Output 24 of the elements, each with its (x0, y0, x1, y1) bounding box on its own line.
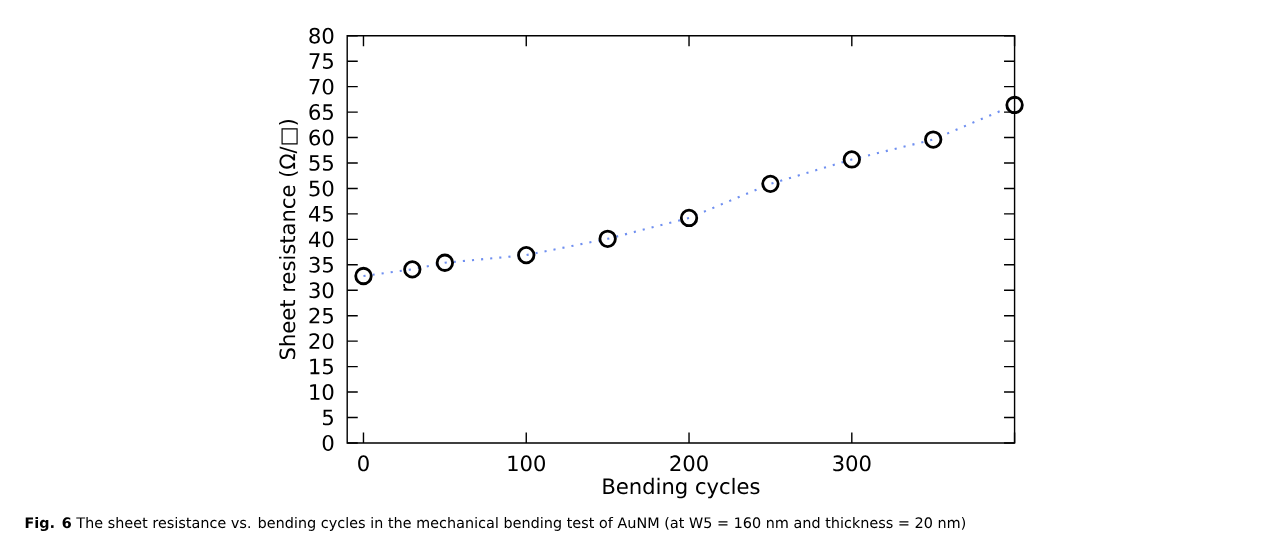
y-tick-label: 55 (309, 155, 333, 171)
y-tick-label: 0 (322, 434, 334, 451)
text: Fig. 6 The sheet resistance vs. bending cycles in the mechanical bending test of AuNM (at W5 = 160 nm and thickness = 20 nm) (25, 517, 966, 532)
y-tick-label: 25 (309, 307, 333, 324)
y-tick-label: 80 (309, 27, 334, 44)
y-tick-label: 75 (309, 53, 333, 69)
x-tick-label: 0 (358, 455, 369, 472)
y-tick-label: 5 (323, 409, 333, 426)
y-tick-label: 10 (310, 384, 334, 400)
y-tick-label: 60 (309, 129, 334, 146)
y-tick-label: 65 (309, 104, 333, 121)
y-tick-label: 40 (308, 231, 334, 248)
y-tick-label: 30 (309, 282, 334, 299)
x-axis-title: Bending cycles (603, 477, 760, 499)
y-tick-label: 35 (309, 256, 333, 273)
y-tick-label: 70 (309, 78, 334, 95)
y-axis-title: Sheet resistance (Ω/□) (279, 120, 298, 360)
x-tick-label: 300 (833, 455, 871, 472)
x-tick-label: 200 (670, 455, 708, 472)
x-tick-label: 100 (508, 455, 545, 472)
y-tick-label: 45 (308, 206, 333, 222)
y-tick-label: 20 (309, 333, 334, 350)
y-tick-label: 50 (309, 180, 334, 197)
y-tick-label: 15 (310, 358, 333, 375)
